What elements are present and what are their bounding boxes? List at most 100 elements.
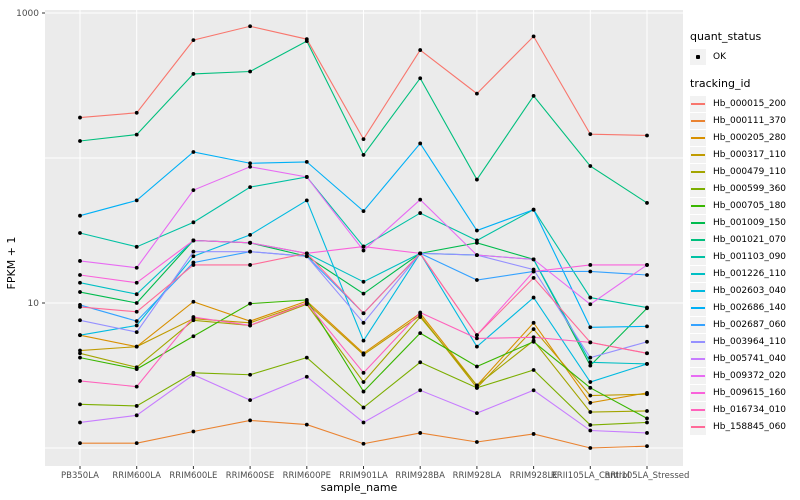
legend-key	[690, 163, 706, 180]
data-point	[588, 164, 593, 168]
data-point	[475, 278, 479, 282]
data-point	[588, 363, 593, 368]
data-point	[475, 228, 479, 233]
line-key-icon	[691, 238, 705, 241]
data-point	[418, 388, 423, 393]
data-point	[304, 254, 309, 259]
data-point	[191, 372, 196, 377]
data-point	[134, 265, 139, 270]
legend-label: Hb_001009_150	[713, 217, 787, 228]
line-key-icon	[691, 340, 705, 343]
legend-label: Hb_000599_360	[713, 183, 787, 194]
data-point	[418, 211, 423, 215]
y-tick-label: 10	[28, 299, 40, 309]
legend-label: Hb_000317_110	[713, 149, 787, 160]
data-point	[361, 248, 366, 253]
line-key-icon	[691, 357, 705, 360]
data-point	[134, 132, 139, 137]
data-point	[588, 393, 593, 398]
data-point	[361, 279, 366, 284]
legend-key	[690, 316, 706, 333]
data-point	[588, 400, 593, 405]
legend-label: Hb_001021_070	[713, 234, 787, 245]
legend-key	[690, 333, 706, 350]
data-point	[304, 198, 309, 203]
data-point	[304, 175, 309, 179]
data-point	[475, 440, 479, 444]
data-point	[248, 69, 253, 74]
legend-label: Hb_002603_040	[713, 285, 787, 296]
legend-label: Hb_000705_180	[713, 200, 787, 211]
data-point	[78, 213, 82, 218]
data-point	[418, 310, 423, 315]
data-point	[418, 360, 423, 365]
data-point	[418, 251, 423, 256]
legend-key	[690, 197, 706, 214]
data-point	[134, 292, 139, 297]
data-point	[531, 275, 536, 280]
legend-row-Hb_000111_370: Hb_000111_370	[690, 112, 798, 129]
data-point	[191, 299, 196, 304]
data-point	[78, 280, 82, 285]
legend-label-ok: OK	[713, 51, 726, 62]
data-point	[418, 331, 423, 336]
legend-row-Hb_000205_280: Hb_000205_280	[690, 129, 798, 146]
line-key-icon	[691, 391, 705, 394]
data-point	[418, 315, 423, 319]
data-point	[191, 334, 196, 339]
legend-key	[690, 367, 706, 384]
data-point	[645, 420, 649, 425]
data-point	[78, 333, 82, 338]
legend-row-Hb_002686_140: Hb_002686_140	[690, 299, 798, 316]
data-point	[304, 355, 309, 360]
line-key-icon	[691, 102, 705, 105]
data-point	[588, 410, 593, 414]
data-point	[304, 39, 309, 44]
line-key-icon	[691, 221, 705, 224]
legend-row-Hb_003964_110: Hb_003964_110	[690, 333, 798, 350]
data-point	[645, 273, 649, 277]
data-point	[645, 263, 649, 267]
legend-key	[690, 299, 706, 316]
data-point	[191, 318, 196, 323]
data-point	[78, 348, 82, 353]
x-tick-label: PB350LA	[61, 471, 99, 481]
data-point	[248, 323, 253, 328]
legend-row-Hb_000317_110: Hb_000317_110	[690, 146, 798, 163]
data-point	[248, 418, 253, 423]
legend-row-Hb_016734_010: Hb_016734_010	[690, 401, 798, 418]
data-point	[191, 263, 196, 267]
legend-row-Hb_002603_040: Hb_002603_040	[690, 282, 798, 299]
data-point	[361, 338, 366, 343]
x-tick-label: RRII105LA_Control	[551, 471, 630, 481]
legend-label: Hb_002686_140	[713, 302, 787, 313]
legend-label: Hb_009615_160	[713, 387, 787, 398]
data-point	[78, 259, 82, 263]
data-point	[78, 139, 82, 143]
data-point	[78, 115, 82, 120]
data-point	[361, 405, 366, 410]
data-point	[191, 254, 196, 259]
data-point	[248, 372, 253, 377]
data-point	[531, 269, 536, 274]
legend-label: Hb_000015_200	[713, 98, 787, 109]
data-point	[304, 251, 309, 256]
legend-label: Hb_016734_010	[713, 404, 787, 415]
data-point	[645, 324, 649, 329]
data-point	[475, 385, 479, 390]
legend-key	[690, 112, 706, 129]
y-axis-title: FPKM + 1	[5, 237, 18, 290]
data-point	[645, 339, 649, 344]
legend-row-ok: OK	[690, 48, 798, 65]
legend-title-quant-status: quant_status	[690, 30, 762, 43]
data-point	[531, 432, 536, 436]
data-point	[588, 355, 593, 360]
data-point	[475, 344, 479, 349]
data-point	[361, 291, 366, 296]
data-point	[248, 240, 253, 245]
data-point	[248, 301, 253, 306]
data-point	[134, 404, 139, 408]
data-point	[248, 24, 253, 29]
